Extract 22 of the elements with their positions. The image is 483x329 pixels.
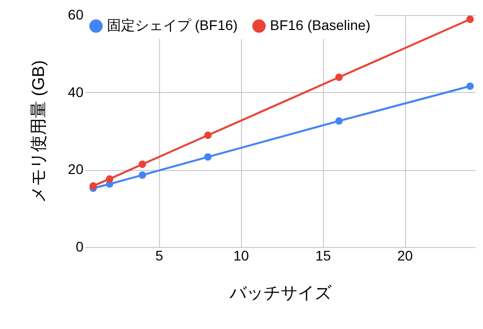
y-tick-label: 60 [68,6,84,22]
y-axis-title: メモリ使用量 (GB) [28,60,48,203]
point [89,182,97,190]
point [138,160,146,168]
point [204,153,212,161]
x-tick-label: 15 [315,248,332,264]
point [106,175,114,183]
x-tick-label: 20 [397,248,414,264]
x-tick-label: 10 [233,248,250,264]
point [466,82,474,90]
point [335,74,343,81]
point [204,132,212,139]
y-tick-label: 20 [68,161,84,178]
legend-label: BF16 (Baseline) [270,17,370,34]
point [335,117,343,125]
point [138,171,146,179]
y-tick-label: 0 [76,238,84,254]
y-tick-label: 40 [68,84,84,100]
point [466,16,474,23]
x-tick-label: 5 [155,248,164,264]
x-axis-title: バッチサイズ [228,284,332,302]
legend-label: 固定シェイプ (BF16) [107,17,238,34]
